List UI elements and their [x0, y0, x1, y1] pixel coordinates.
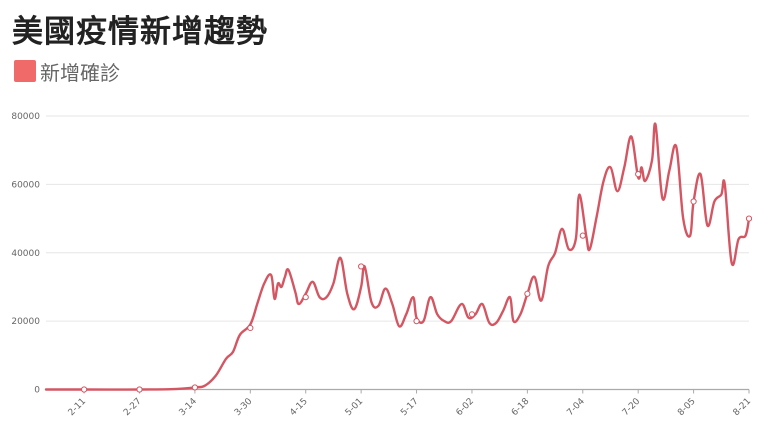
legend-swatch — [14, 60, 36, 82]
series-markers — [80, 171, 753, 393]
data-point-marker — [247, 324, 254, 332]
x-tick-label: 6-18 — [510, 396, 532, 418]
legend[interactable]: 新增確診 — [14, 58, 120, 85]
data-point-marker — [302, 294, 309, 301]
data-point-marker — [579, 232, 586, 239]
data-point-marker — [358, 263, 365, 270]
x-tick-label: 3-14 — [178, 396, 200, 418]
data-point-marker — [524, 290, 531, 297]
y-tick-label: 40000 — [11, 249, 40, 259]
y-tick-label: 60000 — [11, 180, 40, 190]
data-point-marker — [413, 318, 420, 325]
data-point-marker — [191, 384, 199, 391]
data-point-marker — [136, 386, 143, 393]
data-point-marker — [745, 215, 753, 222]
y-tick-label: 80000 — [11, 112, 40, 122]
x-tick-label: 7-20 — [621, 396, 643, 418]
data-point-marker — [635, 171, 642, 178]
y-axis-ticks: 0 20000 40000 60000 80000 — [11, 112, 40, 396]
y-tick-label: 20000 — [11, 317, 40, 327]
x-tick-label: 6-02 — [455, 397, 477, 419]
chart-title: 美國疫情新增趨勢 — [12, 14, 268, 50]
legend-label: 新增確診 — [40, 60, 120, 85]
grid-lines — [46, 115, 749, 391]
x-tick-label: 5-01 — [344, 397, 366, 419]
x-tick-label: 3-30 — [233, 396, 255, 418]
x-tick-label: 2-27 — [122, 397, 144, 419]
x-tick-label: 8-21 — [732, 397, 754, 419]
x-tick-label: 4-15 — [288, 397, 310, 419]
x-tick-label: 2-11 — [67, 397, 89, 419]
data-point-marker — [80, 386, 88, 393]
y-tick-label: 0 — [34, 386, 40, 396]
x-tick-label: 5-17 — [399, 397, 421, 419]
x-axis-ticks: 2-11 2-27 3-14 3-30 4-15 5-01 5-17 6-02 6-18 7-04… — [67, 389, 754, 419]
x-tick-label: 8-05 — [676, 397, 698, 419]
x-tick-label: 7-04 — [565, 396, 587, 418]
data-point-marker — [468, 311, 476, 318]
series-line[interactable] — [44, 122, 751, 391]
data-point-marker — [690, 198, 697, 205]
